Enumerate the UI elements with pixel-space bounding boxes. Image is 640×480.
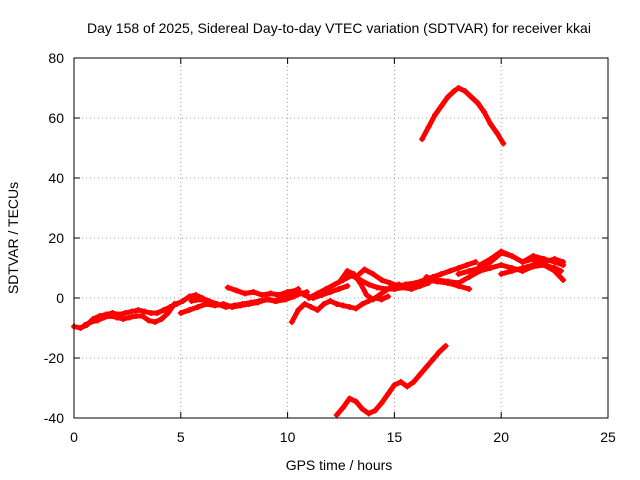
data-point (472, 259, 479, 265)
data-point (384, 293, 391, 300)
data-point (442, 343, 449, 349)
series-arc-14 (498, 256, 567, 277)
x-tick-label: 10 (280, 429, 296, 445)
y-tick-label: -20 (44, 350, 64, 366)
data-point (171, 301, 178, 307)
data-point (558, 268, 565, 274)
data-point-trail (494, 130, 506, 146)
data-point (344, 283, 351, 289)
x-axis-label: GPS time / hours (286, 457, 393, 473)
data-point (560, 277, 567, 283)
x-tick-label: 0 (70, 429, 78, 445)
x-tick-label: 20 (493, 429, 509, 445)
y-tick-label: -40 (44, 410, 64, 426)
data-point (560, 259, 567, 265)
chart-title: Day 158 of 2025, Sidereal Day-to-day VTE… (87, 20, 591, 36)
data-point (500, 140, 507, 147)
y-axis-label: SDTVAR / TECUs (5, 182, 21, 294)
y-tick-label: 80 (48, 50, 64, 66)
y-axis-ticks: -40 -20 0 20 40 60 80 (44, 50, 608, 426)
data-point (466, 286, 473, 292)
series-arc-11 (402, 277, 473, 292)
data-points (71, 85, 567, 418)
y-tick-label: 20 (48, 230, 64, 246)
x-axis-ticks: 0 5 10 15 20 25 (70, 58, 616, 445)
series-arc-15 (419, 85, 507, 147)
series-arc-16 (333, 343, 449, 418)
x-tick-label: 5 (177, 429, 185, 445)
data-point-trail (552, 268, 566, 283)
x-tick-label: 25 (600, 429, 616, 445)
y-tick-label: 0 (56, 290, 64, 306)
data-point-trail (165, 301, 177, 316)
series-arc-4 (188, 289, 310, 310)
data-point-trail (436, 343, 449, 355)
y-tick-label: 40 (48, 170, 64, 186)
y-tick-label: 60 (48, 110, 64, 126)
x-tick-label: 15 (387, 429, 403, 445)
grid-lines (74, 58, 608, 418)
series-arc-2 (81, 301, 178, 328)
